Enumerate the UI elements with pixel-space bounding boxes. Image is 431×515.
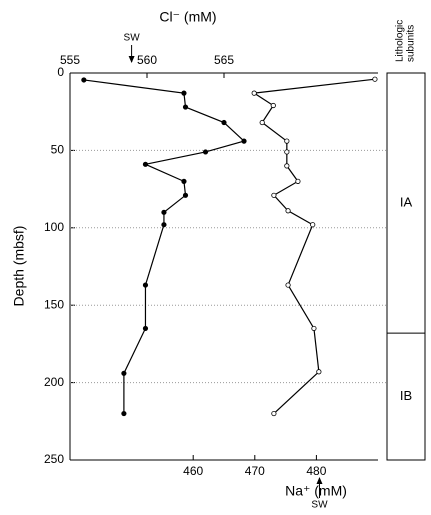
- data-point: [311, 325, 317, 332]
- data-point: [161, 222, 167, 228]
- arrow-head: [128, 56, 135, 63]
- data-point: [372, 76, 378, 82]
- annotation: SW: [124, 33, 141, 44]
- x-tick-label: 555: [60, 53, 80, 67]
- y-tick-label: 0: [57, 65, 64, 79]
- annotation: SW: [311, 500, 328, 511]
- data-point: [284, 138, 290, 144]
- data-point: [270, 102, 276, 109]
- x2-tick-label: 470: [245, 464, 265, 478]
- data-point: [295, 178, 301, 184]
- series-line: [83, 79, 246, 414]
- data-point: [259, 119, 265, 126]
- data-point: [310, 222, 316, 228]
- data-point: [251, 90, 257, 96]
- data-point: [121, 370, 127, 376]
- y-tick-label: 150: [44, 297, 64, 311]
- data-point: [221, 119, 227, 126]
- x-axis-label: Cl⁻ (mM): [159, 9, 216, 25]
- data-point: [121, 410, 127, 417]
- data-point: [181, 90, 187, 96]
- x2-tick-label: 480: [306, 464, 326, 478]
- data-point: [161, 209, 167, 215]
- y-axis-label: Depth (mbsf): [11, 226, 27, 307]
- data-point: [271, 410, 277, 417]
- lithology-title: subunits: [406, 25, 417, 62]
- y-tick-label: 200: [44, 375, 64, 389]
- x-tick-label: 560: [137, 53, 157, 67]
- unit-label: IA: [400, 194, 413, 209]
- data-point: [142, 161, 149, 167]
- data-point: [316, 369, 322, 375]
- data-point: [284, 163, 290, 169]
- data-point: [241, 138, 247, 144]
- data-point: [182, 104, 189, 110]
- lithology-title: Lithologic: [395, 20, 406, 62]
- x2-tick-label: 460: [183, 464, 203, 478]
- data-point: [271, 192, 277, 198]
- data-point: [142, 282, 149, 288]
- arrow-head: [316, 477, 323, 484]
- y-tick-label: 100: [44, 220, 64, 234]
- data-point: [285, 282, 291, 288]
- x-tick-label: 565: [214, 53, 234, 67]
- data-point: [284, 149, 290, 155]
- lithology-column: [386, 72, 426, 461]
- data-point: [181, 178, 187, 184]
- data-point: [285, 208, 291, 214]
- data-point: [202, 149, 209, 155]
- data-point: [81, 77, 87, 83]
- data-point: [142, 325, 149, 332]
- series-line: [252, 78, 375, 414]
- unit-label: IB: [400, 388, 412, 403]
- data-point: [182, 192, 189, 198]
- x2-axis-label: Na⁺ (mM): [285, 483, 347, 499]
- y-tick-label: 250: [44, 452, 64, 466]
- y-tick-label: 50: [51, 143, 65, 157]
